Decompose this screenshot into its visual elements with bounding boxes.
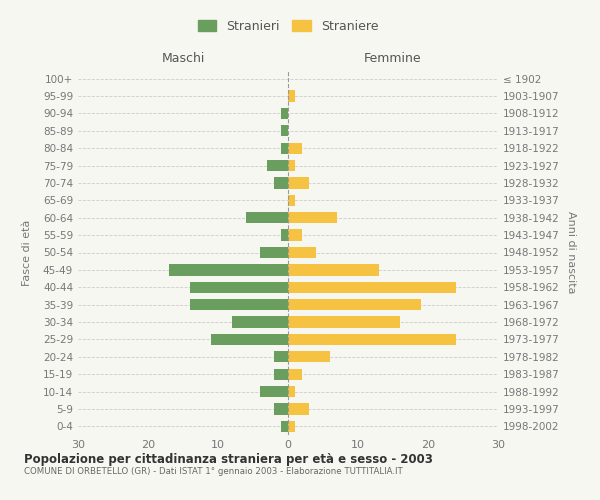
Bar bbox=[288, 90, 295, 102]
Bar bbox=[288, 420, 295, 432]
Bar bbox=[288, 316, 400, 328]
Text: COMUNE DI ORBETELLO (GR) - Dati ISTAT 1° gennaio 2003 - Elaborazione TUTTITALIA.: COMUNE DI ORBETELLO (GR) - Dati ISTAT 1°… bbox=[24, 468, 403, 476]
Bar bbox=[211, 334, 288, 345]
Bar bbox=[260, 247, 288, 258]
Bar bbox=[288, 212, 337, 224]
Legend: Stranieri, Straniere: Stranieri, Straniere bbox=[194, 16, 382, 37]
Bar bbox=[267, 160, 288, 171]
Text: Femmine: Femmine bbox=[364, 52, 422, 65]
Bar bbox=[274, 368, 288, 380]
Bar bbox=[281, 420, 288, 432]
Bar bbox=[288, 142, 302, 154]
Bar bbox=[274, 178, 288, 188]
Y-axis label: Fasce di età: Fasce di età bbox=[22, 220, 32, 286]
Bar bbox=[288, 368, 302, 380]
Bar bbox=[288, 404, 309, 414]
Bar bbox=[190, 299, 288, 310]
Bar bbox=[288, 194, 295, 206]
Bar bbox=[288, 334, 456, 345]
Bar bbox=[288, 160, 295, 171]
Y-axis label: Anni di nascita: Anni di nascita bbox=[566, 211, 576, 294]
Bar bbox=[288, 386, 295, 397]
Text: Popolazione per cittadinanza straniera per età e sesso - 2003: Popolazione per cittadinanza straniera p… bbox=[24, 452, 433, 466]
Bar bbox=[274, 351, 288, 362]
Bar bbox=[288, 247, 316, 258]
Bar bbox=[281, 230, 288, 241]
Bar bbox=[281, 142, 288, 154]
Text: Maschi: Maschi bbox=[161, 52, 205, 65]
Bar bbox=[169, 264, 288, 276]
Bar bbox=[260, 386, 288, 397]
Bar bbox=[288, 351, 330, 362]
Bar bbox=[281, 108, 288, 119]
Bar bbox=[288, 299, 421, 310]
Bar bbox=[281, 125, 288, 136]
Bar bbox=[274, 404, 288, 414]
Bar bbox=[288, 282, 456, 293]
Bar bbox=[190, 282, 288, 293]
Bar bbox=[288, 264, 379, 276]
Bar bbox=[246, 212, 288, 224]
Bar bbox=[288, 178, 309, 188]
Bar bbox=[288, 230, 302, 241]
Bar bbox=[232, 316, 288, 328]
